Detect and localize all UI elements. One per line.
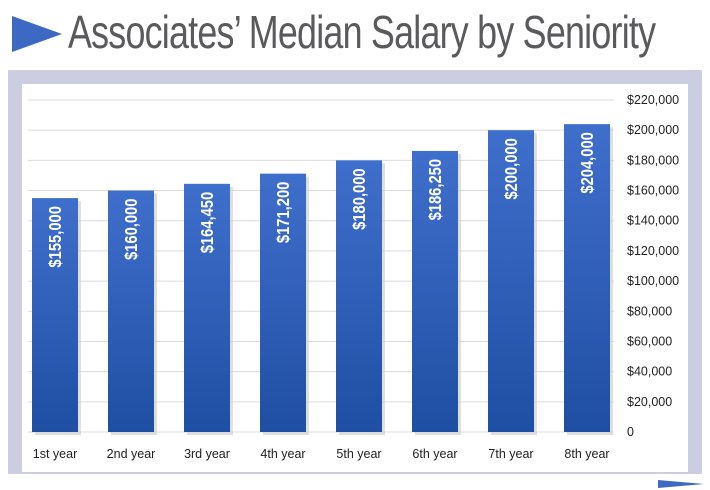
y-tick-label: $100,000: [627, 274, 679, 288]
bar-data-label: $180,000: [350, 168, 370, 229]
bar-data-label: $200,000: [502, 138, 522, 199]
bar-data-label: $171,200: [274, 182, 294, 243]
bar-data-label: $186,250: [426, 159, 446, 220]
x-tick-label: 2nd year: [107, 447, 156, 461]
y-tick-label: $120,000: [627, 244, 679, 258]
x-tick-label: 1st year: [33, 447, 77, 461]
header: Associates’ Median Salary by Seniority: [0, 0, 710, 68]
bar: [260, 173, 306, 433]
bar: [564, 124, 610, 433]
bar: [488, 130, 534, 432]
bars: $155,000 $160,000 $164,450 $171,200 $180,000…: [32, 124, 613, 436]
x-tick-label: 5th year: [336, 447, 381, 461]
y-tick-label: $40,000: [627, 365, 672, 379]
bar-data-label: $155,000: [46, 206, 66, 267]
y-tick-label: $180,000: [627, 153, 679, 167]
y-tick-label: $20,000: [627, 395, 672, 409]
y-tick-label: 0: [627, 425, 634, 439]
bar: [32, 198, 78, 432]
bar: [336, 160, 382, 432]
x-tick-label: 8th year: [564, 447, 609, 461]
y-tick-label: $60,000: [627, 334, 672, 348]
title-arrow-icon: [12, 16, 62, 52]
y-tick-label: $80,000: [627, 304, 672, 318]
x-tick-label: 6th year: [412, 447, 457, 461]
x-axis-labels: 1st year 2nd year 3rd year 4th year 5th year…: [33, 447, 610, 461]
y-tick-label: $140,000: [627, 214, 679, 228]
x-tick-label: 4th year: [260, 447, 305, 461]
page-title: Associates’ Median Salary by Seniority: [68, 6, 656, 58]
corner-arrow-icon: [658, 480, 704, 488]
x-tick-label: 3rd year: [184, 447, 230, 461]
x-tick-label: 7th year: [488, 447, 533, 461]
bar: [412, 150, 458, 432]
bar-data-label: $204,000: [578, 132, 598, 193]
bar: [108, 190, 154, 432]
y-axis-ticks: 0 $20,000 $40,000 $60,000 $80,000 $100,000 $12…: [627, 93, 679, 439]
bar-data-label: $164,450: [198, 192, 218, 253]
y-tick-label: $220,000: [627, 93, 679, 107]
bar-data-label: $160,000: [122, 199, 142, 260]
y-tick-label: $160,000: [627, 184, 679, 198]
y-tick-label: $200,000: [627, 123, 679, 137]
bar: [184, 183, 230, 432]
